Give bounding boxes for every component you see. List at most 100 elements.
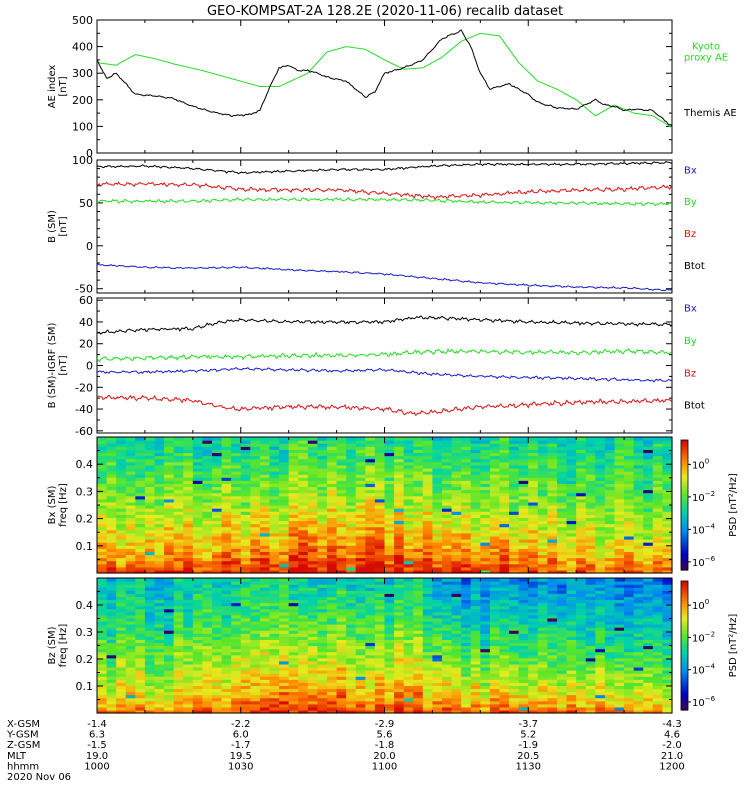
spectrogram-cell bbox=[317, 511, 328, 515]
spectrogram-cell bbox=[442, 486, 453, 491]
spectrogram-cell bbox=[374, 685, 386, 690]
spectrogram-cell bbox=[259, 611, 271, 616]
spectrogram-cell bbox=[212, 627, 223, 631]
spectrogram-cell bbox=[422, 523, 434, 528]
spectrogram-cell bbox=[643, 449, 654, 454]
spectrogram-cell bbox=[250, 517, 261, 522]
spectrogram-cell bbox=[547, 483, 558, 488]
spectrogram-cell bbox=[279, 467, 290, 472]
spectrogram-cell bbox=[528, 526, 539, 531]
spectrogram-cell bbox=[125, 620, 136, 625]
spectrogram-cell bbox=[231, 498, 242, 503]
spectrogram-cell bbox=[317, 514, 328, 518]
spectrogram-cell bbox=[355, 542, 366, 546]
series-line-bx bbox=[96, 263, 673, 292]
spectrogram-cell bbox=[585, 480, 596, 484]
spectrogram-cell bbox=[250, 440, 261, 444]
spectrogram-cell bbox=[346, 563, 357, 568]
spectrogram-cell bbox=[192, 446, 204, 450]
spectrogram-cell bbox=[643, 569, 654, 574]
spectrogram-cell bbox=[106, 557, 117, 562]
spectrogram-cell bbox=[470, 685, 481, 690]
spectrogram-cell bbox=[298, 535, 309, 540]
spectrogram-cell bbox=[365, 539, 376, 543]
spectrogram-cell bbox=[480, 676, 491, 680]
spectrogram-cell bbox=[231, 642, 242, 647]
spectrogram-cell bbox=[202, 694, 213, 699]
spectrogram-cell bbox=[384, 467, 395, 472]
spectrogram-cell bbox=[202, 676, 213, 680]
spectrogram-cell bbox=[537, 471, 549, 475]
spectrogram-cell bbox=[202, 520, 213, 525]
spectrogram-cell bbox=[288, 501, 299, 506]
spectrogram-cell bbox=[327, 517, 338, 522]
spectrogram-cell bbox=[518, 526, 529, 531]
spectrogram-cell bbox=[499, 651, 510, 656]
spectrogram-cell bbox=[97, 639, 108, 644]
spectrogram-cell bbox=[164, 437, 175, 441]
spectrogram-cell bbox=[442, 498, 453, 503]
spectrogram-cell bbox=[154, 517, 165, 522]
spectrogram-cell bbox=[231, 709, 242, 714]
spectrogram-cell bbox=[509, 446, 520, 450]
colorbar-segment bbox=[681, 483, 688, 487]
spectrogram-cell bbox=[307, 645, 319, 650]
spectrogram-cell bbox=[394, 651, 405, 656]
spectrogram-cell bbox=[240, 688, 251, 693]
spectrogram-cell bbox=[509, 548, 520, 552]
legend-entry: Bx bbox=[684, 165, 697, 176]
spectrogram-cell bbox=[614, 569, 625, 574]
spectrogram-cell bbox=[192, 709, 204, 714]
spectrogram-cell bbox=[643, 467, 654, 472]
spectrogram-cell bbox=[173, 532, 184, 537]
spectrogram-cell bbox=[528, 486, 539, 491]
spectrogram-cell bbox=[528, 685, 539, 690]
y-axis-label-line: AE index bbox=[47, 65, 58, 109]
spectrogram-cell bbox=[317, 620, 328, 625]
spectrogram-cell bbox=[422, 685, 434, 690]
spectrogram-cell bbox=[269, 578, 280, 582]
spectrogram-cell bbox=[212, 440, 223, 444]
spectrogram-cell bbox=[259, 620, 271, 625]
spectrogram-cell bbox=[509, 624, 520, 628]
spectrogram-cell bbox=[422, 697, 434, 702]
spectrogram-cell bbox=[106, 563, 117, 568]
spectrogram-cell bbox=[403, 605, 414, 610]
legend-entry: Themis AE bbox=[683, 108, 737, 119]
spectrogram-cell bbox=[595, 526, 606, 531]
spectrogram-cell bbox=[422, 464, 434, 469]
spectrogram-cell bbox=[288, 474, 299, 478]
spectrogram-cell bbox=[97, 566, 108, 571]
spectrogram-cell bbox=[643, 452, 654, 457]
spectrogram-cell bbox=[384, 526, 395, 531]
spectrogram-cell bbox=[259, 480, 271, 484]
spectrogram-cell bbox=[451, 697, 462, 702]
spectrogram-cell bbox=[394, 517, 405, 522]
spectrogram-cell bbox=[317, 633, 328, 637]
spectrogram-cell bbox=[279, 545, 290, 549]
spectrogram-cell bbox=[288, 630, 299, 634]
spectrogram-cell bbox=[528, 566, 539, 571]
spectrogram-cell bbox=[480, 617, 491, 622]
spectrogram-cell bbox=[307, 517, 319, 522]
spectrogram-cell bbox=[499, 676, 510, 680]
spectrogram-cell bbox=[528, 554, 539, 559]
spectrogram-cell bbox=[202, 611, 213, 616]
colorbar-segment bbox=[681, 513, 688, 517]
spectrogram-cell bbox=[451, 492, 462, 497]
spectrogram-cell bbox=[231, 590, 242, 594]
spectrogram-cell bbox=[336, 642, 347, 647]
spectrogram-cell bbox=[183, 651, 194, 656]
spectrogram-cell bbox=[403, 492, 414, 497]
spectrogram-cell bbox=[317, 501, 328, 506]
spectrogram-cell bbox=[403, 495, 414, 500]
spectrogram-cell bbox=[528, 467, 539, 472]
spectrogram-cell bbox=[355, 505, 366, 509]
spectrogram-cell bbox=[183, 700, 194, 705]
spectrogram-cell bbox=[183, 483, 194, 488]
spectrogram-cell bbox=[461, 548, 472, 552]
spectrogram-cell bbox=[384, 511, 395, 515]
spectrogram-cell bbox=[489, 529, 501, 534]
spectrogram-cell bbox=[164, 691, 175, 696]
spectrogram-cell bbox=[183, 535, 194, 540]
